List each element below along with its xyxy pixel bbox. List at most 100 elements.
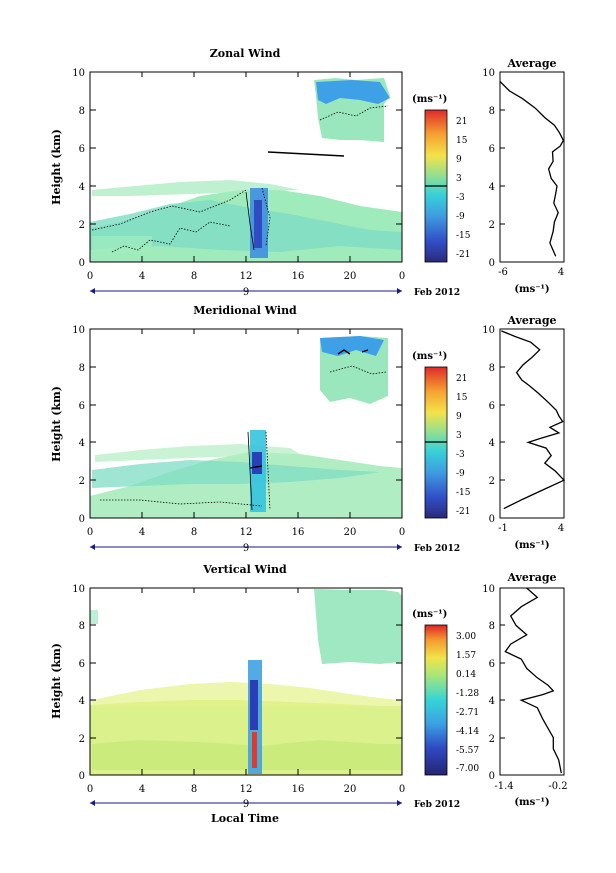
colorbar-tick-label: 3 — [456, 431, 462, 441]
y-tick-label: 4 — [489, 182, 495, 193]
y-tick-label: 10 — [72, 325, 85, 336]
x-axis-label: Local Time — [211, 812, 279, 825]
y-tick-label: 2 — [79, 734, 85, 745]
colorbar: (ms⁻¹) 21 15 9 3 -3 -9 -15 -21 — [412, 351, 471, 519]
y-tick-label: 8 — [489, 363, 495, 374]
average-unit: (ms⁻¹) — [514, 284, 549, 295]
y-tick-label: 0 — [489, 258, 495, 269]
x-tick-label: 8 — [191, 271, 197, 282]
colorbar-tick-label: 9 — [456, 412, 462, 422]
colorbar: (ms⁻¹) 21 15 9 3 -3 -9 -15 -21 — [412, 94, 471, 263]
date-axis: 9 Feb 2012 — [90, 543, 460, 554]
average-y-ticks: 2 4 6 8 10 0 — [482, 68, 505, 269]
heatmap-field — [90, 78, 402, 262]
colorbar-tick-label: 21 — [456, 374, 467, 384]
y-tick-label: 0 — [79, 514, 85, 525]
colorbar-tick-label: -21 — [456, 507, 471, 517]
colorbar-tick-label: 1.57 — [456, 651, 476, 661]
colorbar-tick-label: -21 — [456, 250, 471, 260]
day-label: 9 — [243, 543, 249, 554]
average-y-ticks: 2 4 6 8 10 0 — [482, 584, 505, 782]
x-tick-label: 20 — [344, 271, 357, 282]
y-tick-label: 2 — [489, 734, 495, 745]
panel-title: Vertical Wind — [202, 563, 287, 576]
y-tick-label: 0 — [489, 771, 495, 782]
x-tick-label: 16 — [292, 527, 305, 538]
y-tick-label: 8 — [79, 621, 85, 632]
average-y-ticks: 2 4 6 8 10 0 — [482, 325, 505, 525]
x-tick-label: -6 — [498, 267, 508, 278]
y-tick-label: 6 — [489, 659, 495, 670]
y-tick-label: 4 — [79, 182, 85, 193]
y-tick-label: 8 — [79, 106, 85, 117]
y-tick-label: 10 — [72, 68, 85, 79]
y-tick-label: 6 — [489, 401, 495, 412]
y-ticks: 0 2 4 6 8 10 — [72, 584, 402, 782]
x-tick-label: -0.2 — [548, 781, 567, 792]
x-tick-label: 12 — [240, 527, 253, 538]
colorbar-unit: (ms⁻¹) — [412, 94, 447, 105]
colorbar-unit: (ms⁻¹) — [412, 609, 447, 620]
colorbar-tick-label: -7.00 — [456, 764, 479, 774]
colorbar-tick-label: 3 — [456, 174, 462, 184]
average-panel-vertical: Average 2 4 6 8 10 0 -1.4 -0.2 (ms⁻¹) — [482, 571, 567, 808]
day-label: 9 — [243, 287, 249, 298]
y-tick-label: 4 — [489, 438, 495, 449]
average-profile-line — [499, 81, 565, 257]
x-tick-label: -1 — [498, 523, 508, 534]
y-tick-label: 0 — [489, 514, 495, 525]
y-tick-label: 10 — [72, 584, 85, 595]
x-tick-label: 0 — [87, 784, 93, 795]
heatmap-field — [90, 336, 402, 518]
colorbar-tick-label: 3.00 — [456, 632, 476, 642]
panel-meridional: Meridional Wind 0 2 4 6 8 10 0 — [50, 304, 471, 554]
colorbar-tick-label: -3 — [456, 450, 465, 460]
y-tick-label: 10 — [482, 68, 495, 79]
average-profile-line — [501, 330, 566, 510]
average-title: Average — [506, 57, 556, 70]
y-tick-label: 8 — [79, 363, 85, 374]
x-ticks: 0 4 8 12 16 20 0 — [87, 588, 405, 795]
y-tick-label: 4 — [79, 438, 85, 449]
average-title: Average — [506, 314, 556, 327]
y-tick-label: 6 — [79, 144, 85, 155]
date-axis: 9 Feb 2012 — [90, 799, 460, 810]
x-tick-label: 20 — [344, 784, 357, 795]
y-axis-label: Height (km) — [50, 643, 63, 719]
y-tick-label: 10 — [482, 584, 495, 595]
average-profile-line — [504, 587, 562, 774]
y-tick-label: 2 — [489, 476, 495, 487]
average-frame — [499, 328, 565, 519]
colorbar-tick-label: -15 — [456, 488, 471, 498]
average-unit: (ms⁻¹) — [514, 540, 549, 551]
x-tick-label: 20 — [344, 527, 357, 538]
x-tick-label: 0 — [399, 784, 405, 795]
x-tick-label: 0 — [399, 271, 405, 282]
y-ticks: 0 2 4 6 8 10 — [72, 325, 402, 525]
colorbar-tick-label: -2.71 — [456, 708, 479, 718]
colorbar-ticks: 21 15 9 3 -3 -9 -15 -21 — [456, 374, 471, 517]
x-tick-label: 12 — [240, 271, 253, 282]
colorbar-tick-label: -5.57 — [456, 746, 479, 756]
colorbar-tick-label: -9 — [456, 212, 465, 222]
y-axis-label: Height (km) — [50, 129, 63, 205]
colorbar-ticks: 21 15 9 3 -3 -9 -15 -21 — [456, 117, 471, 260]
y-tick-label: 6 — [79, 659, 85, 670]
colorbar-tick-label: 0.14 — [456, 670, 476, 680]
average-panel-meridional: Average 2 4 6 8 10 0 -1 4 (ms⁻¹) — [482, 314, 566, 551]
x-ticks: 0 4 8 12 16 20 0 — [87, 329, 405, 538]
date-label: Feb 2012 — [414, 800, 460, 810]
x-tick-label: 4 — [139, 527, 145, 538]
date-axis: 9 Feb 2012 — [90, 287, 460, 298]
y-tick-label: 4 — [79, 696, 85, 707]
day-label: 9 — [243, 799, 249, 810]
average-unit: (ms⁻¹) — [514, 797, 549, 808]
panel-title: Meridional Wind — [193, 304, 297, 317]
y-tick-label: 2 — [79, 220, 85, 231]
y-tick-label: 6 — [489, 144, 495, 155]
y-tick-label: 10 — [482, 325, 495, 336]
x-tick-label: 0 — [87, 271, 93, 282]
average-frame — [499, 71, 565, 263]
x-tick-label: 4 — [558, 267, 564, 278]
